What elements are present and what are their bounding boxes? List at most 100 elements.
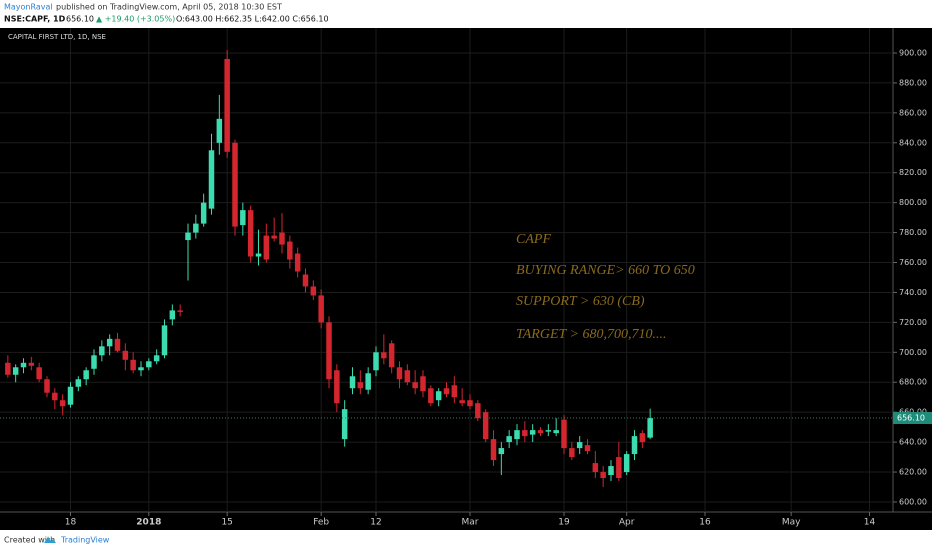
candle-body [247,210,254,257]
candle-body [52,392,58,401]
candle-body [498,448,505,455]
candle-body [514,430,520,440]
y-tick-label: 880.00 [899,78,927,87]
candle-body [616,457,622,479]
candle-body [365,373,371,390]
chart-legend: CAPITAL FIRST LTD, 1D, NSE [8,33,106,41]
candle-body [435,391,442,401]
candle-body [287,241,293,260]
candle-body [99,346,105,356]
x-tick-label: 15 [221,518,232,528]
candle-body [349,376,356,389]
candle-body [263,235,270,260]
candle-body [153,355,160,362]
x-tick-label: Feb [313,518,329,528]
candle-body [177,310,183,312]
last-price-tag [893,412,932,425]
candle-body [569,448,575,458]
y-tick-label: 840.00 [899,138,927,147]
candle-body [459,400,465,404]
candle-body [482,412,489,440]
candle-body [12,367,19,375]
x-tick-label: 14 [864,518,876,528]
candle-body [576,442,583,449]
candle-body [529,430,536,435]
candle-body [506,436,512,443]
candle-body [200,202,207,224]
candle-body [240,210,246,226]
candle-body [122,350,129,360]
candle-body [161,325,168,356]
candle-body [67,386,74,405]
x-tick-label: 12 [370,518,381,528]
candle-body [279,232,285,245]
candle-body [475,403,481,419]
candle-body [600,472,606,479]
candle-body [561,419,567,449]
candle-body [28,362,35,366]
candle-body [146,361,152,368]
candle-body [232,142,238,227]
candle-body [647,418,653,438]
author[interactable]: MayonRaval [4,3,53,12]
x-tick-label: May [782,518,801,528]
candle-body [412,382,418,389]
x-tick-label: 16 [699,518,711,528]
x-tick-label: 2018 [136,518,161,528]
candle-body [138,367,144,371]
x-tick-label: Apr [619,518,635,528]
candle-body [255,253,262,257]
ohlc: O:643.00 H:662.35 L:642.00 C:656.10 [176,15,329,24]
candle-body [639,433,646,443]
candle-body [631,436,638,455]
candle-body [545,430,552,432]
candle-body [592,463,599,473]
y-tick-label: 800.00 [899,198,927,207]
candle-body [341,409,348,440]
candle-body [467,400,473,407]
chart-background [0,28,932,530]
change: ▲ +19.40 (+3.05%) [96,15,175,24]
symbol: NSE:CAPF, 1D [4,15,66,24]
candle-body [224,58,230,152]
candle-body [451,385,458,398]
candle-body [216,118,223,143]
candle-body [396,367,403,380]
candle-body [114,338,121,351]
annotation: BUYING RANGE> 660 TO 650 [516,263,695,278]
candle-body [404,370,411,383]
candle-body [318,295,324,323]
last-price-label: 656.10 [897,414,925,423]
candle-body [83,370,89,380]
candle-body [59,400,66,407]
y-tick-label: 860.00 [899,108,927,117]
price: 656.10 [66,15,94,24]
y-tick-label: 700.00 [899,348,927,357]
candle-body [490,439,497,461]
candle-body [381,352,387,359]
candle-body [443,388,450,395]
x-tick-label: 19 [558,518,570,528]
candle-body [75,379,82,387]
y-tick-label: 780.00 [899,228,927,237]
footer-text: Created with [4,536,55,545]
y-tick-label: 740.00 [899,288,927,297]
candle-body [623,454,630,473]
candle-body [106,338,113,347]
candle-body [388,343,395,368]
y-tick-label: 640.00 [899,438,927,447]
x-tick-label: Mar [462,518,479,528]
candle-body [357,382,364,389]
candle-body [428,388,434,404]
y-tick-label: 720.00 [899,318,927,327]
candle-body [208,150,215,209]
candle-body [185,232,191,241]
candle-body [20,362,27,368]
candle-body [130,359,136,371]
y-tick-label: 760.00 [899,258,927,267]
y-tick-label: 680.00 [899,378,927,387]
candle-body [522,430,528,437]
footer-brand[interactable]: TradingView [60,536,110,545]
annotation: TARGET > 680,700,710.... [516,327,667,342]
